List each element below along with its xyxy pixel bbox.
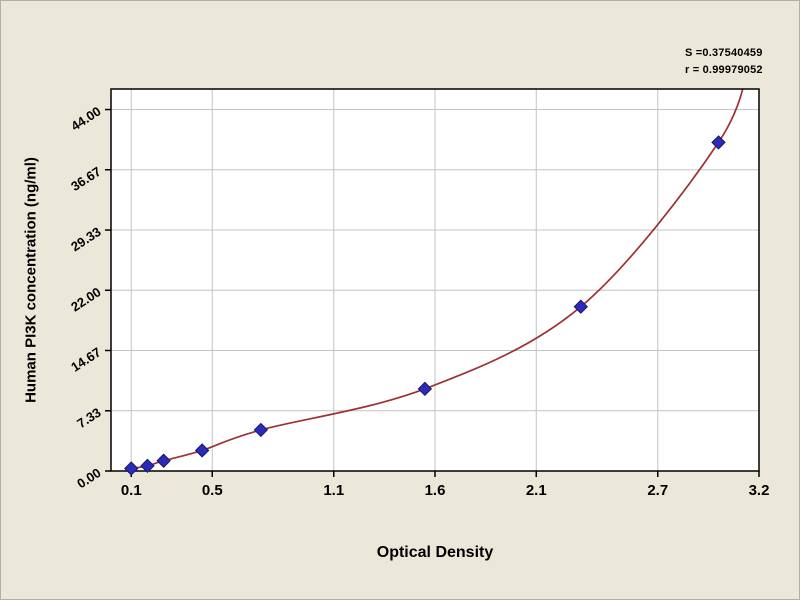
data-point-marker bbox=[573, 299, 589, 314]
fitted-curve bbox=[131, 89, 744, 470]
data-point-marker bbox=[711, 135, 726, 150]
x-tick-label: 0.1 bbox=[121, 482, 142, 499]
x-tick-label: 2.1 bbox=[526, 482, 547, 499]
x-tick-label: 1.6 bbox=[425, 482, 446, 499]
y-tick-label: 7.33 bbox=[74, 405, 103, 431]
y-tick-label: 44.00 bbox=[68, 103, 103, 133]
data-points bbox=[124, 135, 726, 476]
tick-marks bbox=[105, 108, 760, 477]
x-tick-label: 3.2 bbox=[749, 482, 770, 499]
y-tick-label: 14.67 bbox=[68, 344, 103, 374]
y-tick-label: 0.00 bbox=[74, 465, 103, 491]
data-point-marker bbox=[194, 443, 210, 458]
x-axis-title: Optical Density bbox=[376, 544, 494, 561]
x-tick-label: 1.1 bbox=[323, 482, 344, 499]
fit-statistics: S =0.37540459 r = 0.99979052 bbox=[685, 45, 763, 79]
y-axis-title: Human PI3K concentration (ng/ml) bbox=[22, 157, 40, 403]
stat-r-value: r = 0.99979052 bbox=[685, 64, 763, 76]
data-point-marker bbox=[156, 453, 171, 468]
y-tick-label: 22.00 bbox=[68, 284, 103, 314]
x-tick-label: 2.7 bbox=[647, 482, 668, 499]
y-tick-label: 36.67 bbox=[68, 164, 103, 194]
x-tick-label: 0.5 bbox=[202, 482, 223, 499]
data-point-marker bbox=[140, 458, 155, 474]
data-point-marker bbox=[417, 381, 433, 397]
y-tick-label: 29.33 bbox=[68, 224, 103, 254]
stat-s-value: S =0.37540459 bbox=[685, 47, 763, 59]
data-point-marker bbox=[124, 461, 139, 476]
data-point-marker bbox=[253, 422, 269, 438]
